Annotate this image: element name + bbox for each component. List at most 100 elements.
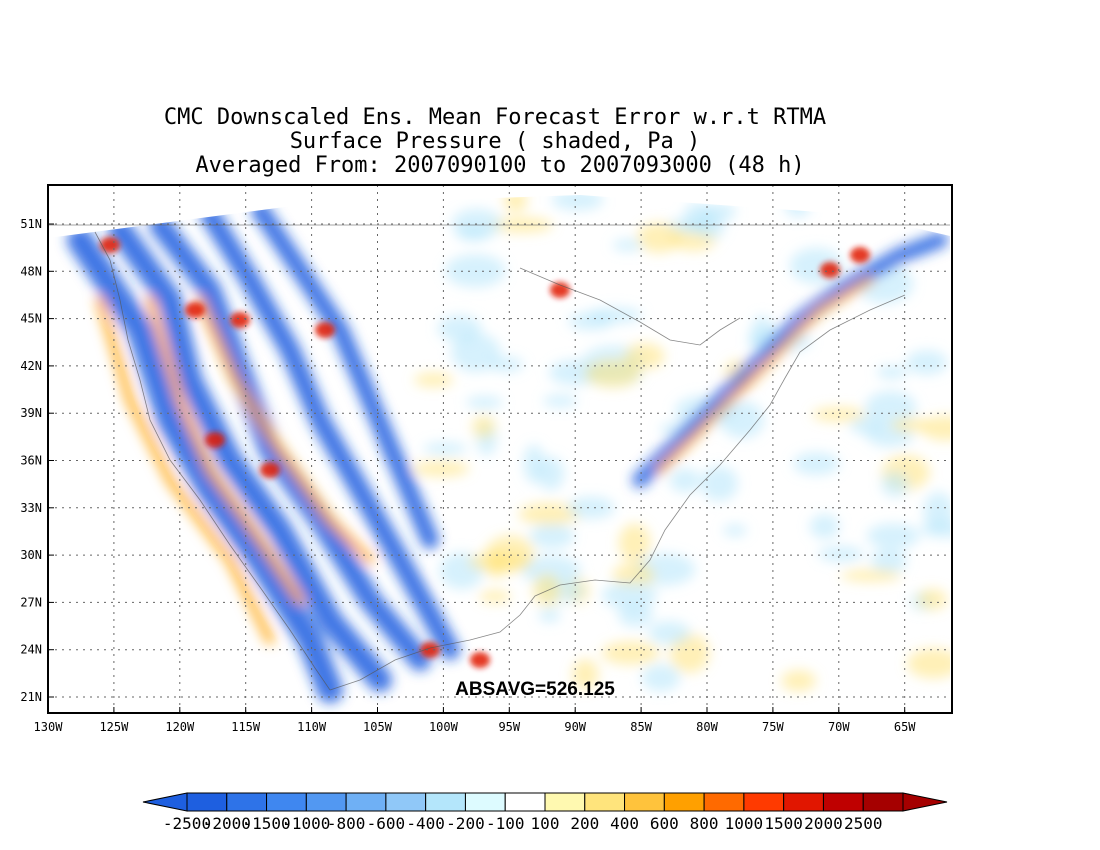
field-blob bbox=[891, 417, 931, 433]
colorbar-label: 100 bbox=[531, 814, 560, 833]
field-blob bbox=[841, 569, 902, 582]
field-blob bbox=[700, 466, 738, 502]
field-blob bbox=[866, 523, 920, 549]
colorbar-label: -1000 bbox=[282, 814, 330, 833]
title-line-2: Surface Pressure ( shaded, Pa ) bbox=[290, 129, 701, 154]
field-blob bbox=[412, 460, 470, 477]
field-blob bbox=[648, 620, 691, 645]
field-band bbox=[67, 227, 343, 703]
field-blob bbox=[618, 523, 651, 563]
colorbar-box bbox=[822, 792, 864, 812]
colorbar-label: -1500 bbox=[242, 814, 290, 833]
colorbar-labels: -2500-2000-1500-1000-800 -600 -400 -200 -100… bbox=[163, 814, 883, 833]
field-hotspots bbox=[100, 237, 870, 668]
field-band bbox=[95, 295, 275, 645]
lon-tick-label: 115W bbox=[231, 720, 261, 734]
colorbar-box bbox=[186, 792, 228, 812]
field-blob bbox=[905, 350, 948, 375]
field-blob bbox=[543, 394, 578, 408]
colorbar-box bbox=[624, 792, 665, 812]
colorbar-box bbox=[544, 792, 586, 812]
field-blob bbox=[523, 444, 545, 484]
field-blob bbox=[538, 608, 561, 623]
colorbar-label: 400 bbox=[610, 814, 639, 833]
field-blob bbox=[468, 552, 531, 572]
lat-tick-label: 21N bbox=[20, 690, 42, 704]
field-blob bbox=[870, 548, 907, 574]
map-panel: 21N 24N 27N 30N 33N 36N 39N 42N 45N 48N 51N 130W 12… bbox=[20, 184, 953, 734]
lon-tick-label: 125W bbox=[99, 720, 129, 734]
lat-tick-label: 42N bbox=[20, 359, 42, 373]
field-blob bbox=[521, 555, 582, 585]
field-blob bbox=[636, 222, 682, 253]
field-blob bbox=[422, 442, 468, 455]
coastlines bbox=[48, 224, 950, 691]
field-blob bbox=[669, 468, 701, 493]
lon-tick-label: 100W bbox=[429, 720, 459, 734]
colorbar-label: -2000 bbox=[203, 814, 251, 833]
lat-tick-label: 27N bbox=[20, 595, 42, 609]
field-blob bbox=[876, 365, 908, 379]
field-blob bbox=[612, 239, 643, 252]
field-blob bbox=[907, 648, 950, 679]
colorbar-right-arrow bbox=[902, 792, 948, 812]
field-blob bbox=[612, 563, 655, 588]
lon-tick-label: 120W bbox=[165, 720, 195, 734]
field-blob bbox=[922, 415, 950, 441]
field-blob bbox=[551, 195, 604, 211]
lon-tick-label: 80W bbox=[696, 720, 718, 734]
title-line-3: Averaged From: 2007090100 to 2007093000 … bbox=[195, 153, 804, 178]
lon-tick-label: 65W bbox=[894, 720, 916, 734]
lat-tick-label: 39N bbox=[20, 406, 42, 420]
field-hotspot bbox=[185, 302, 205, 318]
field-hotspot bbox=[260, 462, 280, 478]
field-blob bbox=[413, 372, 454, 388]
field-band bbox=[656, 276, 874, 474]
lat-tick-label: 51N bbox=[20, 217, 42, 231]
field-blob bbox=[809, 514, 840, 539]
title-line-1: CMC Downscaled Ens. Mean Forecast Error … bbox=[164, 105, 826, 130]
field-band bbox=[632, 232, 948, 488]
lon-tick-label: 130W bbox=[34, 720, 64, 734]
field-hotspot bbox=[100, 237, 120, 253]
field-blob bbox=[923, 492, 950, 531]
colorbar-box bbox=[703, 792, 745, 812]
colorbar-label: -800 bbox=[327, 814, 366, 833]
field-blob bbox=[568, 312, 614, 331]
field-blob bbox=[601, 581, 657, 610]
field-blob bbox=[451, 333, 501, 373]
field-blob bbox=[529, 523, 575, 549]
field-hotspot bbox=[420, 642, 440, 658]
field-blob bbox=[850, 416, 882, 435]
colorbar-box bbox=[743, 792, 785, 812]
colorbar-box bbox=[345, 792, 387, 812]
lon-tick-label: 70W bbox=[828, 720, 850, 734]
field-hotspot bbox=[230, 312, 250, 328]
colorbar-label: -100 bbox=[486, 814, 525, 833]
field-hotspot bbox=[315, 322, 335, 338]
colorbar-box bbox=[385, 792, 427, 812]
field-blob bbox=[567, 496, 615, 519]
colorbar-box bbox=[862, 792, 904, 812]
colorbar-label: 2000 bbox=[804, 814, 843, 833]
field-blob bbox=[444, 254, 506, 288]
lat-tick-label: 30N bbox=[20, 548, 42, 562]
field-blob bbox=[722, 524, 747, 537]
absavg-annotation: ABSAVG=526.125 bbox=[455, 679, 615, 700]
colorbar-label: -2500 bbox=[163, 814, 211, 833]
field-blob bbox=[472, 415, 496, 439]
field-blob bbox=[624, 342, 665, 370]
lat-tick-label: 45N bbox=[20, 312, 42, 326]
lon-tick-label: 105W bbox=[363, 720, 393, 734]
field-blob bbox=[572, 658, 599, 690]
field-blob bbox=[518, 502, 581, 526]
shaded-field bbox=[67, 195, 950, 703]
field-blob bbox=[818, 546, 864, 562]
colorbar-label: -400 bbox=[406, 814, 445, 833]
colorbar-box bbox=[584, 792, 626, 812]
lon-tick-label: 85W bbox=[630, 720, 652, 734]
field-blob bbox=[532, 573, 562, 607]
map-frame bbox=[47, 184, 953, 714]
field-blob bbox=[456, 227, 490, 241]
